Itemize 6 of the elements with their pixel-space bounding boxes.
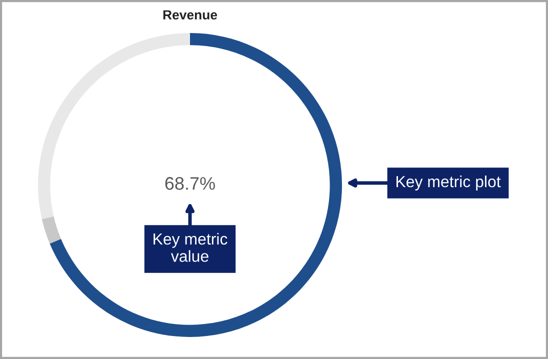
text: Key metric plot (396, 176, 501, 190)
data-label: 68.7% (165, 177, 215, 190)
chart-title: Revenue (163, 10, 218, 20)
donut-slice (50, 33, 342, 337)
donut-slice (42, 216, 61, 244)
text: Key metric value (154, 232, 228, 262)
